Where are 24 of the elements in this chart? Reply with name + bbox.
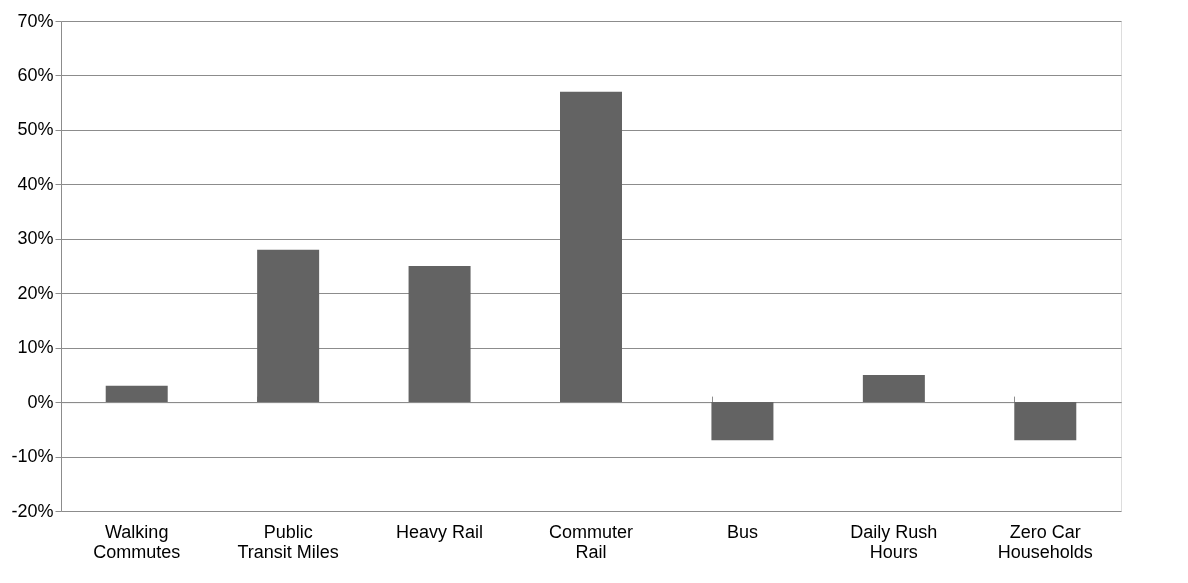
y-tick-label: 20% xyxy=(17,282,54,303)
bar xyxy=(711,402,774,441)
y-tick-label: 40% xyxy=(17,173,54,194)
y-tick-label: -10% xyxy=(11,446,54,467)
y-tick-label: 10% xyxy=(17,337,54,358)
bar xyxy=(105,385,168,403)
bar xyxy=(257,249,320,403)
x-tick-label: Public Transit Miles xyxy=(237,521,339,562)
bar xyxy=(1014,402,1077,441)
y-tick-label: 50% xyxy=(17,119,54,140)
y-tick-label: 70% xyxy=(17,10,54,31)
x-tick-label: Daily Rush Hours xyxy=(850,521,938,562)
bar xyxy=(408,266,471,403)
x-tick-label: Heavy Rail xyxy=(396,521,484,542)
y-tick-label: 30% xyxy=(17,228,54,249)
y-tick-label: 0% xyxy=(27,391,54,412)
x-tick-label: Zero Car Households xyxy=(997,521,1093,562)
y-tick-label: 60% xyxy=(17,64,54,85)
bar xyxy=(560,91,622,403)
x-tick-label: Commuter Rail xyxy=(548,521,634,562)
bar xyxy=(862,374,925,403)
x-tick-label: Bus xyxy=(726,521,758,542)
y-tick-label: -20% xyxy=(11,500,54,521)
x-tick-label: Walking Commutes xyxy=(93,521,181,562)
